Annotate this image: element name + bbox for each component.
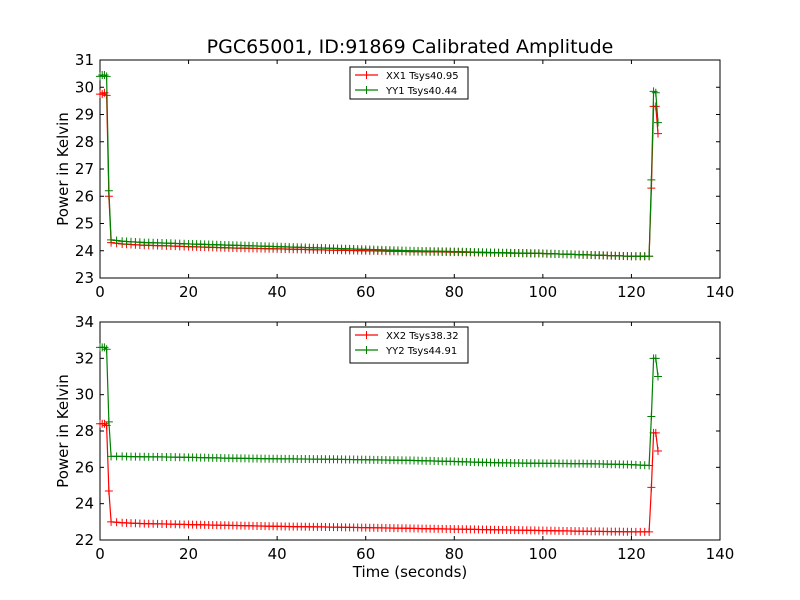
legend: XX2 Tsys38.32 YY2 Tsys44.91	[349, 326, 469, 364]
series-1	[96, 88, 662, 261]
legend-marker	[362, 86, 371, 94]
data-point	[647, 175, 656, 184]
data-point	[98, 90, 107, 99]
y-tick-label: 28	[75, 133, 94, 151]
y-tick-label: 26	[75, 187, 94, 205]
x-tick-label: 140	[706, 283, 735, 301]
x-tick-label: 60	[356, 283, 375, 301]
y-tick-label: 25	[75, 215, 94, 233]
x-tick-label: 20	[179, 283, 198, 301]
x-tick-label: 80	[445, 283, 464, 301]
y-tick-label: 31	[75, 51, 94, 69]
data-point	[647, 483, 656, 492]
legend-entry: YY2 Tsys44.91	[355, 346, 457, 357]
data-point	[651, 354, 660, 363]
data-point	[654, 372, 662, 381]
y-tick-label: 27	[75, 160, 94, 178]
series-line	[100, 91, 659, 257]
legend-box	[349, 326, 469, 364]
legend-entry: XX1 Tsys40.95	[355, 71, 459, 82]
top-chart-panel: 0 20 40 60 80 100 120 140 23 24 25 26 27 28 29 30 31 Powe…	[54, 51, 734, 301]
y-tick-label: 32	[75, 349, 94, 367]
series-2	[96, 70, 662, 261]
legend: XX1 Tsys40.95 YY1 Tsys40.44	[349, 66, 469, 100]
y-tick-label: 28	[75, 422, 94, 440]
x-tick-label: 140	[706, 545, 735, 563]
x-tick-label: 0	[95, 545, 105, 563]
data-point	[102, 345, 111, 354]
y-axis-label: Power in Kelvin	[54, 112, 72, 226]
y-axis-label: Power in Kelvin	[54, 374, 72, 488]
y-tick-label: 34	[75, 313, 94, 331]
series-line	[100, 346, 659, 467]
legend-label: YY1 Tsys40.44	[385, 86, 457, 97]
x-tick-label: 40	[268, 545, 287, 563]
x-tick-label: 20	[179, 545, 198, 563]
x-tick-label: 40	[268, 283, 287, 301]
legend-label: XX2 Tsys38.32	[386, 331, 459, 342]
data-point	[100, 70, 109, 79]
data-point	[645, 252, 654, 261]
series-1	[96, 419, 662, 536]
data-point	[654, 446, 662, 455]
legend-marker	[362, 331, 371, 339]
y-tick-label: 23	[75, 269, 94, 287]
data-point	[651, 88, 660, 97]
data-point	[645, 527, 654, 536]
data-point	[107, 235, 116, 244]
x-tick-label: 0	[95, 283, 105, 301]
y-tick-label: 22	[75, 531, 94, 549]
x-tick-label: 60	[356, 545, 375, 563]
legend-marker	[362, 71, 371, 79]
y-tick-label: 30	[75, 78, 94, 96]
series-line	[99, 74, 659, 257]
data-point	[654, 129, 662, 138]
bottom-chart-panel: 0 20 40 60 80 100 120 140 22 24 26 28 30 32 34 Power in…	[54, 313, 734, 581]
x-tick-label: 100	[529, 283, 558, 301]
legend-label: YY2 Tsys44.91	[385, 346, 457, 357]
series-line	[100, 423, 659, 533]
x-tick-label: 100	[529, 545, 558, 563]
y-tick-label: 30	[75, 386, 94, 404]
data-point	[104, 186, 113, 195]
x-tick-label: 120	[617, 283, 646, 301]
data-point	[651, 428, 660, 437]
data-point	[104, 417, 113, 426]
series-2	[96, 343, 662, 470]
legend-entry: XX2 Tsys38.32	[355, 331, 459, 342]
chart-title: PGC65001, ID:91869 Calibrated Amplitude	[207, 36, 614, 58]
legend-label: XX1 Tsys40.95	[386, 71, 459, 82]
y-tick-label: 26	[75, 458, 94, 476]
data-point	[102, 72, 111, 81]
x-tick-label: 80	[445, 545, 464, 563]
data-point	[645, 461, 654, 470]
x-tick-label: 120	[617, 545, 646, 563]
legend-marker	[362, 346, 371, 354]
y-tick-label: 29	[75, 106, 94, 124]
y-tick-label: 24	[75, 495, 94, 513]
legend-entry: YY1 Tsys40.44	[355, 86, 457, 97]
legend-box	[349, 66, 469, 100]
x-axis-label: Time (seconds)	[352, 563, 468, 581]
data-point	[654, 118, 662, 127]
y-tick-label: 24	[75, 242, 94, 260]
data-point	[104, 486, 113, 495]
data-point	[647, 412, 656, 421]
data-point	[112, 236, 121, 245]
